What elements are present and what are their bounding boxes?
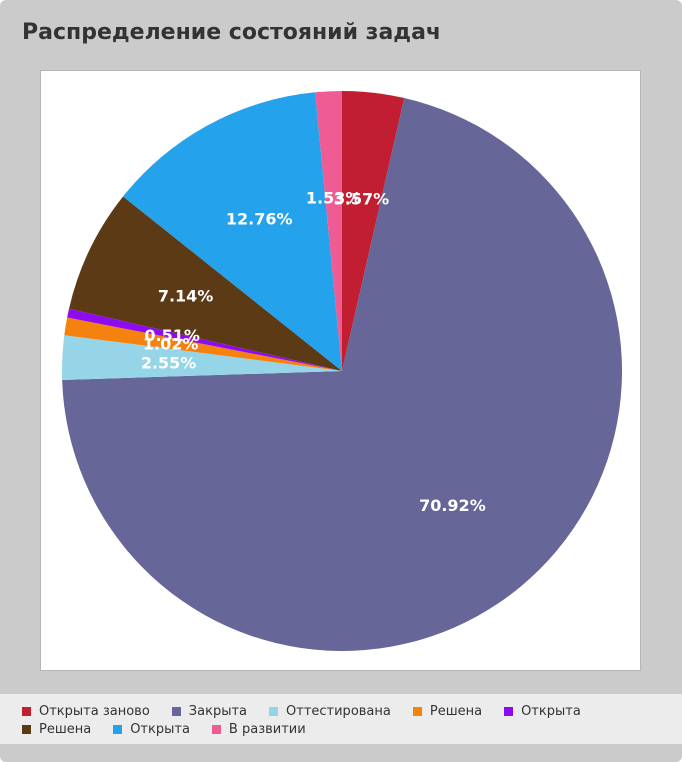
pie-slice[interactable] <box>62 335 343 380</box>
legend-item[interactable]: Закрыта <box>171 704 248 719</box>
legend-item[interactable]: Открыта <box>113 722 190 737</box>
legend-item[interactable]: Решена <box>412 704 483 719</box>
pie-chart-area: 3.57% 70.92% 2.55% 1.02% 0.51% 7.14% 12.76% 1.5… <box>40 70 641 671</box>
pie-slice-label: 70.92% <box>419 496 486 515</box>
chart-title: Распределение состояний задач <box>22 20 442 45</box>
pie-slice[interactable] <box>64 317 342 371</box>
pie-slice[interactable] <box>342 91 405 371</box>
pie-slice[interactable] <box>69 196 343 371</box>
pie-slice-label: 0.51% <box>144 326 200 345</box>
legend-label: Открыта заново <box>39 704 150 719</box>
legend-items: Открыта заново Закрыта Оттестирована Решена… <box>22 704 662 737</box>
legend-label: Открыта <box>521 704 581 719</box>
legend-swatch <box>113 725 123 734</box>
pie-chart: 3.57% 70.92% 2.55%1.02%0.51% 7.14% 12.76% 1.5… <box>62 91 623 652</box>
pie-slice-label: 1.53% <box>306 189 362 208</box>
legend-item[interactable]: В развитии <box>211 722 306 737</box>
chart-legend: Открыта заново Закрыта Оттестирована Решена… <box>0 694 682 744</box>
pie-slice[interactable] <box>62 98 623 652</box>
pie-slice-label: 12.76% <box>226 209 293 228</box>
legend-label: Решена <box>429 704 483 719</box>
legend-swatch <box>211 725 221 734</box>
legend-label: В развитии <box>228 722 306 737</box>
legend-label: Решена <box>39 722 92 737</box>
legend-swatch <box>22 725 31 734</box>
legend-item[interactable]: Открыта заново <box>22 704 150 719</box>
pie-slice-label: 7.14% <box>158 287 214 306</box>
legend-swatch <box>171 707 181 716</box>
pie-slice-label: 2.55% <box>141 354 197 373</box>
legend-swatch <box>412 707 422 716</box>
legend-swatch <box>504 707 514 716</box>
legend-item[interactable]: Оттестирована <box>269 704 391 719</box>
pie-slice[interactable] <box>123 92 342 371</box>
legend-swatch <box>269 707 279 716</box>
pie-slice[interactable] <box>67 308 343 371</box>
pie-slice[interactable] <box>315 91 342 371</box>
pie-slice-label: 1.02% <box>143 334 199 353</box>
legend-label: Открыта <box>130 722 190 737</box>
legend-label: Оттестирована <box>286 704 391 719</box>
legend-swatch <box>22 707 31 716</box>
legend-item[interactable]: Решена <box>22 722 91 737</box>
legend-item[interactable]: Открыта <box>504 704 581 719</box>
pie-slice-label: 3.57% <box>334 189 390 208</box>
legend-label: Закрыта <box>188 704 248 719</box>
